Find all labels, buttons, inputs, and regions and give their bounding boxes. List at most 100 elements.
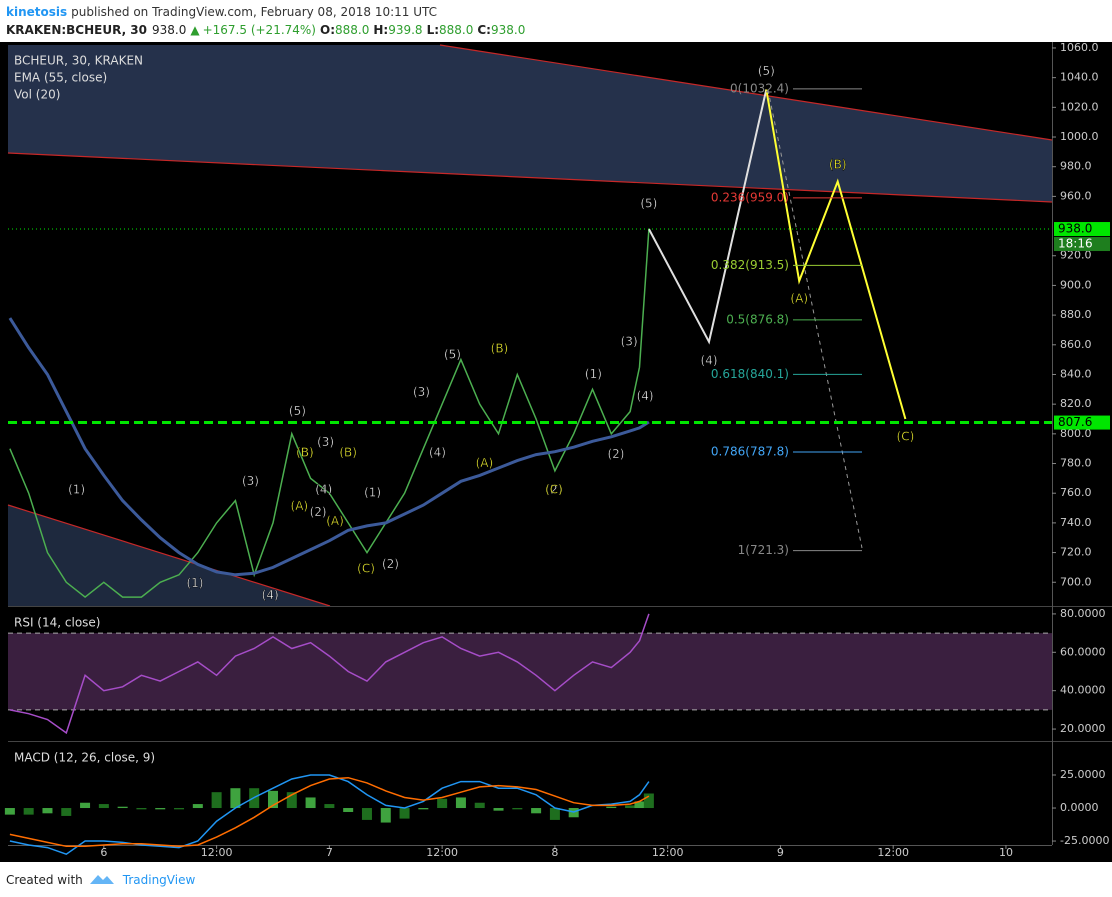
fib-label: 1(721.3)	[738, 543, 789, 557]
fib-label: 0.382(913.5)	[711, 258, 789, 272]
ohlc-label: H:	[373, 23, 388, 37]
created-with: Created with	[6, 873, 83, 887]
y-tick-label: 920.0	[1060, 249, 1092, 262]
macd-histogram-bar	[418, 808, 429, 810]
macd-histogram-bar	[61, 808, 72, 816]
macd-histogram-bar	[286, 792, 297, 809]
y-tick-label: 80.0000	[1060, 607, 1106, 620]
macd-histogram-bar	[174, 808, 185, 810]
y-tick-label: 700.0	[1060, 575, 1092, 588]
price-tag-label: 807.6	[1058, 415, 1092, 429]
macd-histogram-bar	[267, 790, 278, 809]
wave-label: (B)	[339, 446, 357, 460]
macd-histogram-bar	[42, 808, 53, 814]
macd-histogram-bar	[343, 808, 354, 812]
wave-label: (B)	[829, 158, 847, 172]
wave-label: (2)	[545, 483, 562, 497]
y-tick-label: 780.0	[1060, 457, 1092, 470]
macd-histogram-bar	[549, 808, 560, 820]
macd-histogram-bar	[155, 808, 166, 810]
last-price: 938.0	[152, 23, 186, 37]
wave-label: (2)	[382, 557, 399, 571]
wave-label: (4)	[637, 389, 654, 403]
fib-label: 0.786(787.8)	[711, 444, 789, 458]
wave-label: (C)	[897, 429, 915, 443]
x-tick-label: 12:00	[426, 846, 458, 859]
wave-label: (4)	[262, 588, 279, 602]
wave-label: (5)	[640, 196, 657, 210]
macd-histogram-bar	[625, 805, 636, 809]
published: published on TradingView.com, February 0…	[71, 5, 437, 19]
header: kinetosis published on TradingView.com, F…	[6, 5, 437, 19]
wave-label: (4)	[315, 483, 332, 497]
ohlc-label: L:	[427, 23, 439, 37]
ohlc-label: O:	[320, 23, 335, 37]
brand-logo	[90, 875, 114, 884]
wave-label: (5)	[289, 404, 306, 418]
wave-label: (1)	[186, 576, 203, 590]
macd-histogram-bar	[211, 792, 222, 809]
price-tag	[1054, 222, 1110, 237]
series-line	[9, 776, 650, 848]
macd-histogram-bar	[230, 788, 241, 809]
wave-label: (1)	[364, 486, 381, 500]
y-tick-label: 860.0	[1060, 338, 1092, 351]
series-line	[9, 228, 650, 599]
ohlc-label: C:	[477, 23, 491, 37]
wave-label: (C)	[545, 483, 563, 497]
wave-label: (B)	[296, 446, 314, 460]
wave-label: (1)	[585, 367, 602, 381]
macd-histogram-bar	[305, 797, 316, 809]
arrow: ▲	[190, 23, 200, 37]
macd-histogram-bar	[324, 804, 335, 809]
y-tick-label: 20.0000	[1060, 722, 1106, 735]
macd-histogram-bar	[98, 804, 109, 809]
projection-line	[765, 89, 907, 420]
channel-line	[7, 152, 1053, 203]
macd-histogram-bar	[643, 793, 654, 809]
y-tick-label: -25.0000	[1060, 834, 1109, 847]
y-tick-label: 1060.0	[1060, 41, 1099, 54]
x-tick-label: 12:00	[652, 846, 684, 859]
y-tick-label: 0.0000	[1060, 801, 1099, 814]
macd-histogram-bar	[474, 802, 485, 809]
wave-label: (A)	[291, 499, 309, 513]
fib-label: 0(1032.4)	[730, 81, 789, 95]
macd-histogram-bar	[606, 806, 617, 809]
author: kinetosis	[6, 5, 67, 19]
fib-label: 0.236(959.0)	[711, 190, 789, 204]
x-tick-label: 12:00	[877, 846, 909, 859]
macd-histogram-bar	[493, 808, 504, 811]
y-tick-label: 1020.0	[1060, 100, 1099, 113]
fib-trend-line	[767, 89, 863, 549]
macd-histogram-bar	[192, 804, 203, 809]
x-tick-label: 7	[326, 846, 333, 859]
ohlc-value: 938.0	[491, 23, 525, 37]
channel-line	[439, 44, 1053, 141]
y-tick-label: 880.0	[1060, 308, 1092, 321]
macd-histogram-bar	[512, 808, 523, 810]
y-tick-label: 1040.0	[1060, 71, 1099, 84]
panel-title: MACD (12, 26, close, 9)	[14, 751, 155, 765]
wave-label: (1)	[68, 483, 85, 497]
fib-label: 0.5(876.8)	[726, 312, 789, 326]
y-tick-label: 980.0	[1060, 160, 1092, 173]
macd-histogram-bar	[380, 808, 391, 823]
y-tick-label: 60.0000	[1060, 645, 1106, 658]
wave-label: (5)	[758, 64, 775, 78]
brand[interactable]: TradingView	[122, 873, 196, 887]
macd-histogram-bar	[117, 806, 128, 809]
panel-title: BCHEUR, 30, KRAKEN	[14, 54, 143, 68]
series-line	[8, 317, 650, 577]
wave-label: (A)	[326, 514, 344, 528]
price-tag-label: 938.0	[1058, 222, 1092, 236]
countdown-tag	[1054, 237, 1110, 252]
wave-label: (4)	[701, 354, 718, 368]
x-tick-label: 9	[777, 846, 784, 859]
series-line	[9, 613, 650, 735]
wave-label: (A)	[790, 291, 808, 305]
wave-label: (3)	[621, 334, 638, 348]
wave-label: (3)	[317, 435, 334, 449]
fib-label: 0.618(840.1)	[711, 367, 789, 381]
